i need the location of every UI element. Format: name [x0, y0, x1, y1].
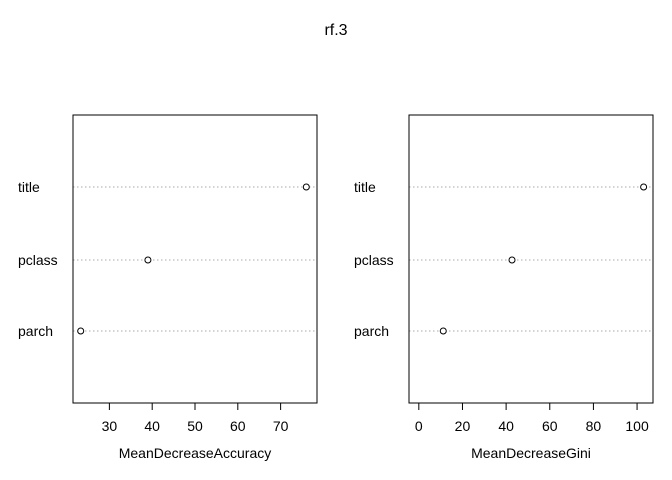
x-tick-label-50: 50 — [187, 418, 203, 434]
data-point-title — [640, 183, 648, 191]
x-tick-label-60: 60 — [230, 418, 246, 434]
data-point-parch — [77, 327, 85, 335]
data-point-pclass — [144, 256, 152, 264]
x-tick-label-60: 60 — [542, 418, 558, 434]
data-point-pclass — [508, 256, 516, 264]
x-tick-label-30: 30 — [102, 418, 118, 434]
x-tick-label-0: 0 — [415, 418, 423, 434]
data-point-title — [302, 183, 310, 191]
x-tick-label-20: 20 — [455, 418, 471, 434]
data-point-parch — [439, 327, 447, 335]
category-label-parch: parch — [354, 323, 389, 339]
chart-title: rf.3 — [324, 22, 347, 39]
x-tick-label-100: 100 — [625, 418, 649, 434]
x-axis-title-2: MeanDecreaseGini — [471, 445, 591, 461]
category-label-pclass: pclass — [354, 252, 394, 268]
x-tick-label-70: 70 — [273, 418, 289, 434]
x-axis-title-1: MeanDecreaseAccuracy — [119, 445, 272, 461]
category-label-pclass: pclass — [18, 252, 58, 268]
x-tick-label-80: 80 — [586, 418, 602, 434]
category-label-title: title — [354, 179, 376, 195]
x-tick-label-40: 40 — [144, 418, 160, 434]
x-tick-label-40: 40 — [498, 418, 514, 434]
category-label-title: title — [18, 179, 40, 195]
category-label-parch: parch — [18, 323, 53, 339]
plot-frame-2 — [408, 114, 654, 404]
plot-frame-1 — [72, 114, 318, 404]
